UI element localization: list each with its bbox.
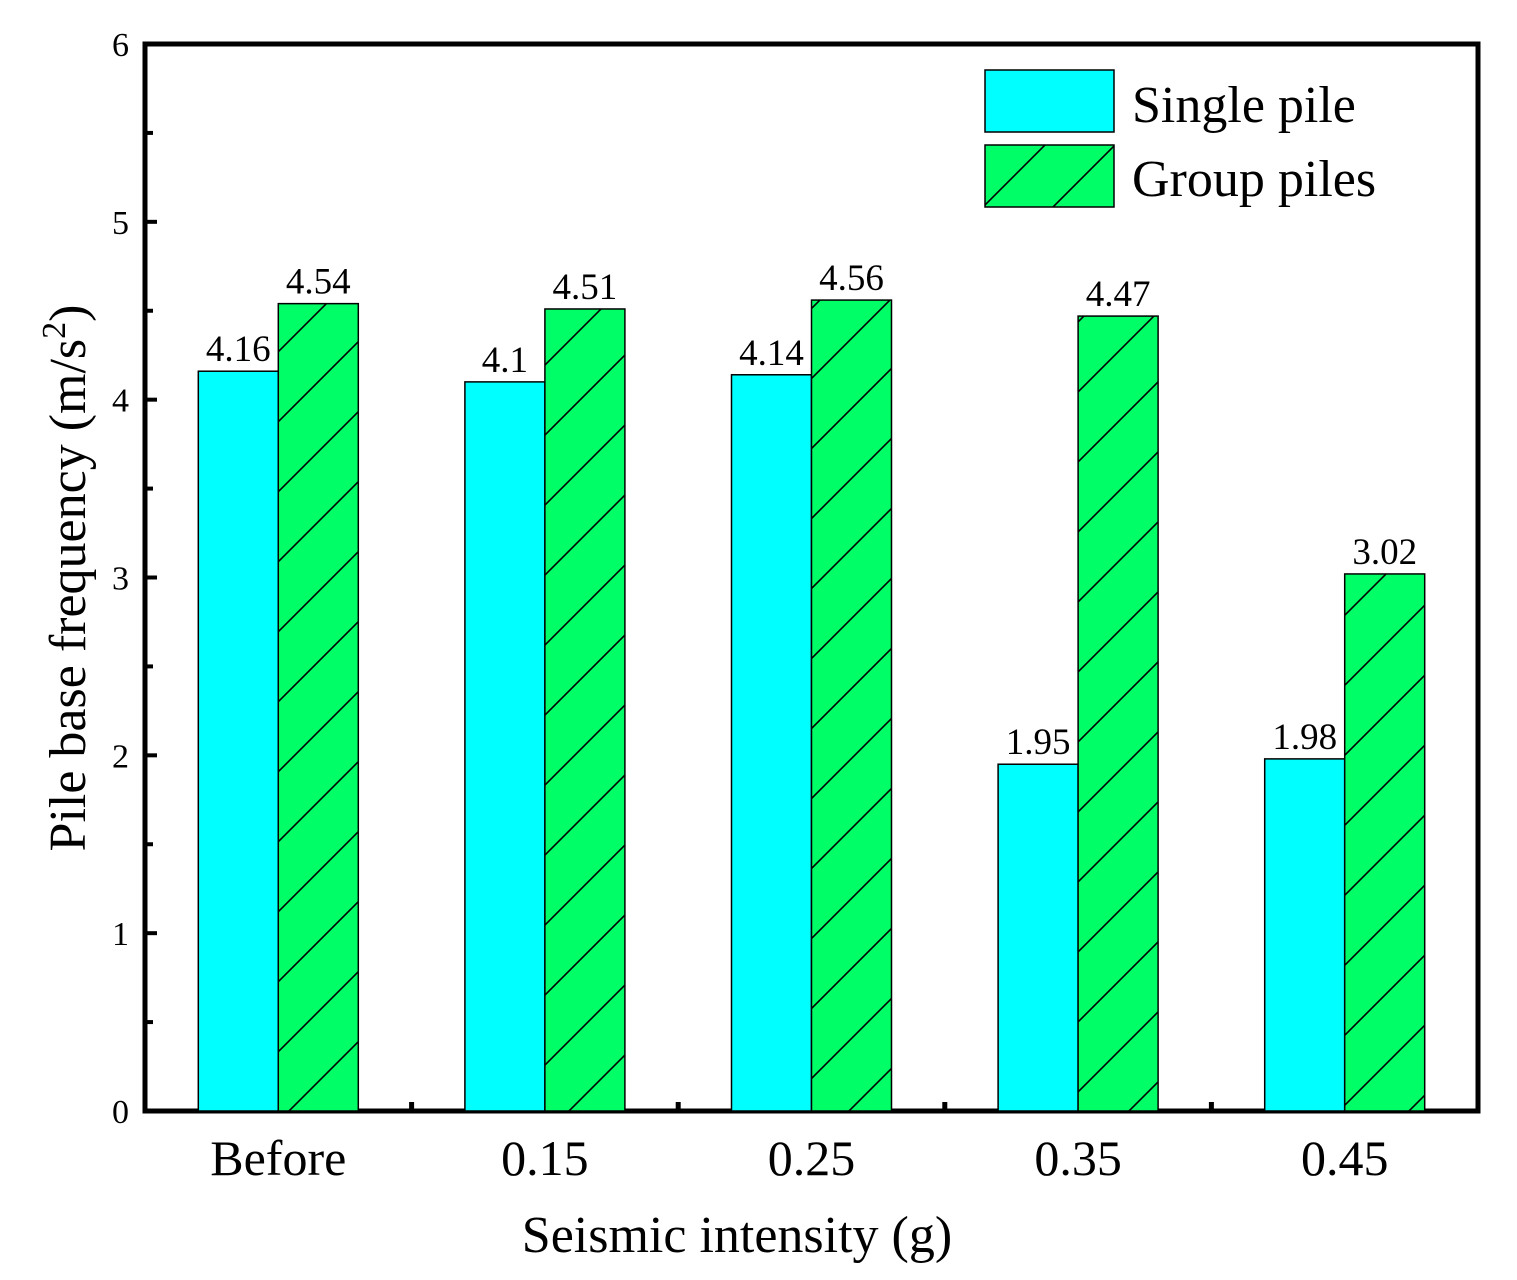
- bar-single-pile: [197, 370, 280, 1112]
- legend-label-group-piles: Group piles: [1132, 151, 1376, 208]
- y-axis: 0 1 2 3 4 5 6: [112, 27, 157, 1131]
- legend-swatch-single-pile: [984, 69, 1115, 133]
- data-label-group-piles: 4.47: [1086, 274, 1151, 315]
- bar-single-pile: [1263, 758, 1346, 1112]
- y-tick-label: 0: [112, 1094, 129, 1131]
- bar-group-piles: [1343, 573, 1426, 1112]
- x-category-label: 0.35: [1034, 1130, 1122, 1186]
- data-label-group-piles: 4.56: [819, 258, 884, 299]
- data-label-group-piles: 4.51: [553, 267, 618, 308]
- bar-group-piles: [1077, 315, 1159, 1112]
- x-axis-title: Seismic intensity (g): [522, 1207, 952, 1264]
- x-category-label: 0.15: [501, 1130, 589, 1186]
- x-category-label: 0.45: [1301, 1130, 1389, 1186]
- data-label-single-pile: 4.14: [739, 333, 804, 374]
- y-axis-title: Pile base frequency (m/s2): [36, 305, 97, 852]
- data-label-single-pile: 1.95: [1006, 722, 1071, 763]
- y-axis-title-superscript: 2: [36, 322, 73, 339]
- bar-labels: 4.16 4.1 4.14 1.95 1.98 4.54 4.51 4.56 4.47 3.02: [206, 258, 1417, 763]
- bar-single-pile: [997, 763, 1079, 1112]
- y-tick-label: 5: [112, 205, 129, 242]
- bar-single-pile: [730, 374, 813, 1112]
- y-tick-label: 4: [112, 383, 129, 420]
- legend-swatch-group-piles: [984, 144, 1115, 208]
- bars: [197, 299, 1426, 1112]
- x-category-label: Before: [210, 1130, 346, 1186]
- data-label-group-piles: 3.02: [1352, 532, 1417, 573]
- bar-single-pile: [464, 381, 546, 1112]
- legend: Single pile Group piles: [984, 69, 1376, 208]
- y-axis-title-suffix: ): [40, 305, 97, 322]
- y-tick-label: 2: [112, 738, 129, 775]
- y-tick-label: 1: [112, 916, 129, 953]
- y-tick-label: 3: [112, 561, 129, 598]
- legend-label-single-pile: Single pile: [1132, 77, 1356, 134]
- data-label-single-pile: 4.16: [206, 329, 271, 370]
- data-label-single-pile: 4.1: [482, 340, 528, 381]
- bar-group-piles: [277, 302, 360, 1112]
- bar-group-piles: [810, 299, 893, 1112]
- x-axis: Before 0.15 0.25 0.35 0.45: [210, 1093, 1388, 1186]
- data-label-group-piles: 4.54: [286, 262, 351, 303]
- data-label-single-pile: 1.98: [1272, 717, 1337, 758]
- y-tick-label: 6: [112, 27, 129, 64]
- bar-group-piles: [544, 308, 626, 1112]
- x-category-label: 0.25: [768, 1130, 856, 1186]
